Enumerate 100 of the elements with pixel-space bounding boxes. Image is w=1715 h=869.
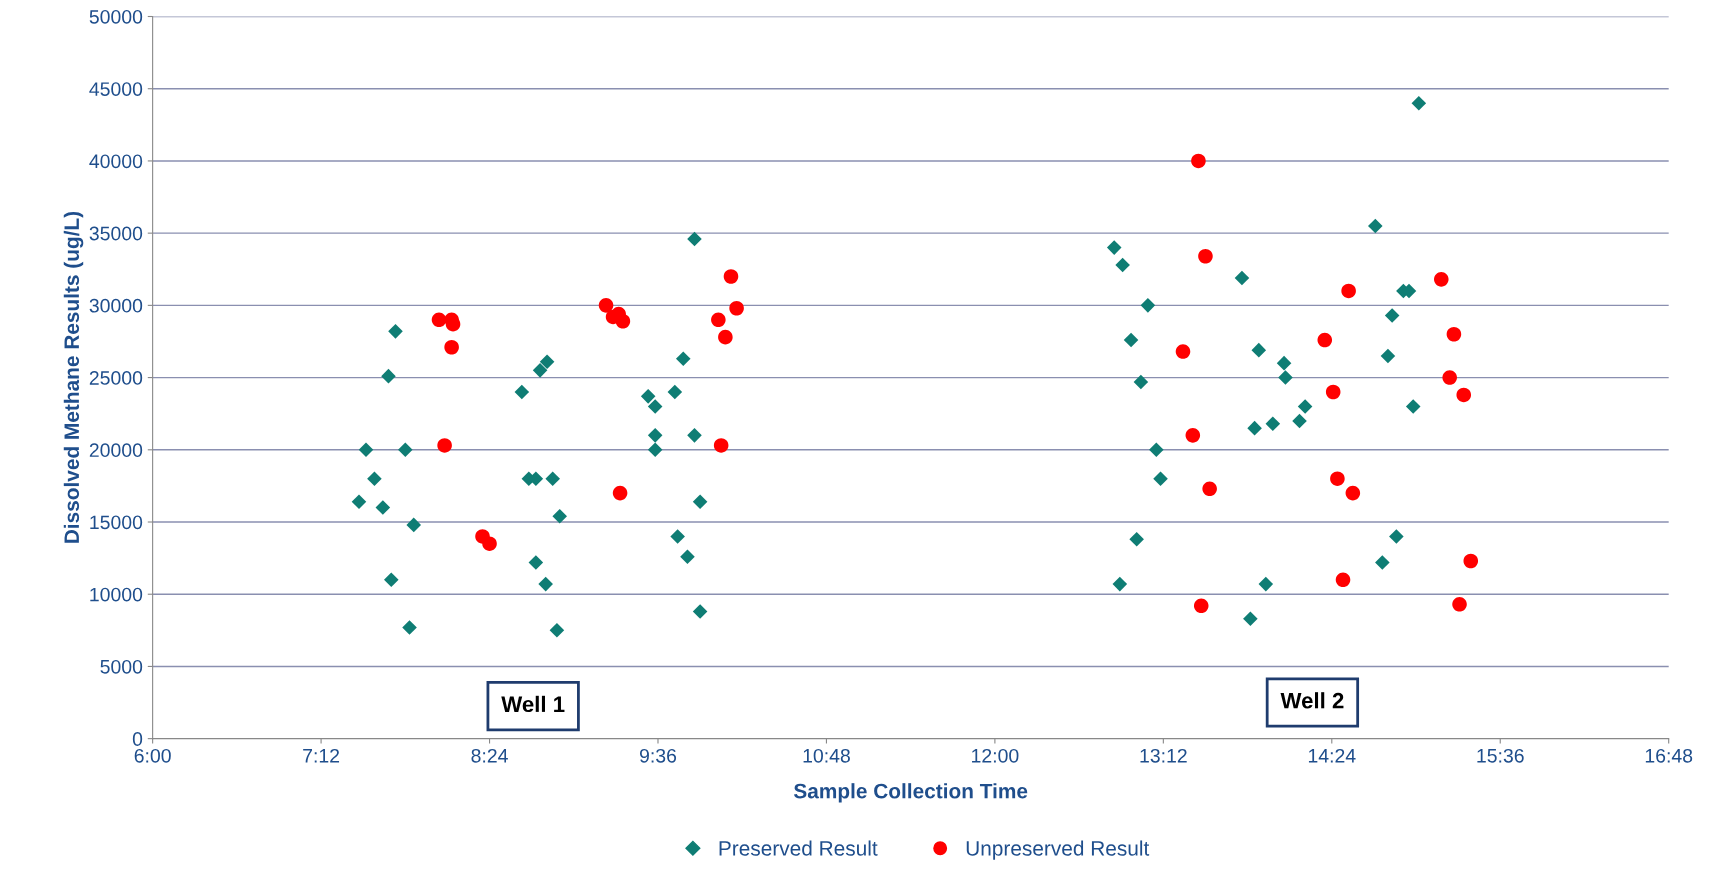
point [1345,485,1361,501]
point [406,517,422,533]
point [1405,399,1421,414]
legend-label: Preserved Result [719,840,878,856]
point [1297,399,1313,414]
point [1341,283,1356,299]
point [1115,257,1130,273]
point [1446,326,1462,342]
x-tick-label: 14:24 [1308,748,1356,763]
y-tick-label: 5000 [100,659,143,674]
point [1330,471,1345,486]
point [538,576,553,592]
point [687,231,702,247]
point [670,529,685,544]
y-tick-label: 20000 [89,443,143,458]
point [1452,597,1467,612]
point [1325,384,1341,400]
point [1175,344,1191,359]
point [1317,332,1333,348]
point [383,572,399,588]
point [1133,374,1149,390]
point [437,438,452,453]
point [1463,553,1479,569]
y-tick-label: 50000 [89,9,143,24]
point [1112,576,1128,592]
point [549,623,565,638]
point [680,549,695,564]
point [545,471,560,486]
point [718,329,733,345]
point [598,298,614,313]
point [1153,471,1168,486]
point [1247,420,1262,436]
point [514,384,530,400]
y-tick-label: 25000 [89,371,143,385]
point [1411,95,1427,111]
x-tick-label: 6:00 [134,748,171,763]
point [687,428,702,443]
point [615,313,631,329]
point [1258,576,1274,592]
point [1251,342,1267,358]
point [1198,248,1213,264]
y-tick-label: 35000 [89,226,143,241]
annotation: Well 1 [501,695,565,713]
x-tick-label: 7:12 [303,748,340,763]
point [692,494,708,510]
point [729,300,744,316]
point [675,351,691,367]
point [723,269,739,284]
y-tick-label: 15000 [90,515,143,530]
y-tick-label: 45000 [89,82,143,96]
point [667,384,683,400]
point [640,389,656,404]
x-tick-label: 8:24 [471,748,508,763]
point [1202,481,1217,497]
point [647,428,663,443]
point [1389,529,1404,544]
x-axis-title: Sample Collection Time [793,783,1028,803]
point [402,620,417,635]
x-tick-label: 16:48 [1645,748,1693,763]
point [381,368,396,384]
y-tick-label: 40000 [89,154,143,169]
point [1276,355,1292,371]
point [1140,298,1156,313]
y-tick-label: 30000 [89,298,143,313]
y-tick-label: 10000 [90,587,143,602]
point [711,312,726,328]
y-axis-title: Dissolved Methane Results (ug/L) [63,211,84,543]
x-tick-label: 9:36 [639,748,677,763]
point [1149,442,1164,458]
point [647,442,663,458]
point [444,339,459,355]
point [1193,598,1209,614]
point [351,494,367,510]
point [1380,348,1396,364]
point [1456,387,1472,403]
point [612,485,628,501]
point [1442,370,1457,385]
point [1123,332,1139,348]
point [1335,572,1351,588]
point [532,363,548,378]
point [713,438,729,453]
point [539,354,555,369]
point [552,508,568,524]
point [388,324,403,339]
x-tick-label: 12:00 [972,748,1019,763]
point [367,471,382,486]
point [1434,272,1449,287]
point [1292,413,1307,429]
point [692,604,708,619]
point [1191,153,1206,169]
point [1368,218,1383,234]
point [528,555,544,570]
point [1129,532,1144,547]
point [375,500,391,515]
legend-label: Unpreserved Result [966,840,1150,860]
point [398,442,413,458]
point [431,312,447,328]
point [482,536,497,551]
point [1185,428,1201,443]
y-tick-label: 0 [132,732,143,746]
